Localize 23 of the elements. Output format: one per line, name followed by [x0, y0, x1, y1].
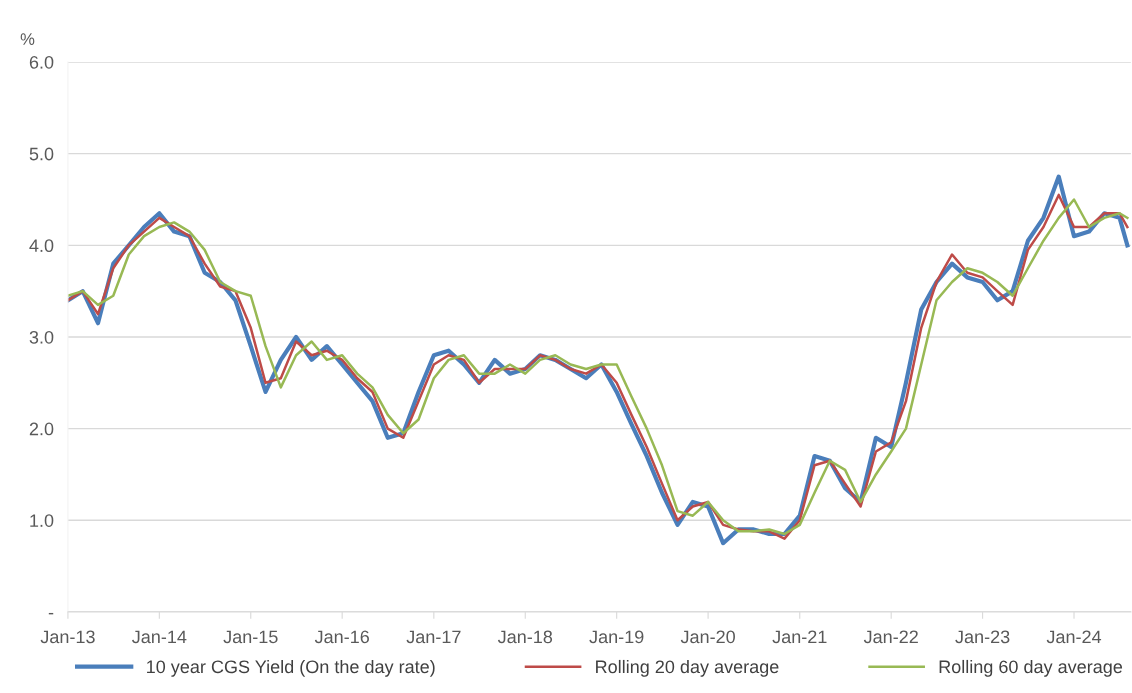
- y-tick-label: 1.0: [30, 514, 54, 527]
- y-tick-label: 2.0: [29, 422, 54, 436]
- x-tick-label: Jan-22: [863, 630, 918, 644]
- x-tick-label: Jan-16: [314, 630, 369, 644]
- y-tick-label: 4.0: [29, 239, 54, 253]
- x-tick-label: Jan-23: [955, 630, 1010, 644]
- x-tick-label: Jan-20: [680, 630, 735, 644]
- x-tick-label: Jan-14: [132, 630, 187, 644]
- y-axis-title: %: [20, 33, 35, 45]
- legend-label: Rolling 60 day average: [939, 659, 1123, 677]
- x-tick-label: Jan-18: [497, 630, 553, 644]
- x-tick-label: Jan-24: [1046, 630, 1102, 644]
- y-tick-label: 5.0: [29, 147, 54, 161]
- y-tick-label: 3.0: [29, 330, 54, 344]
- legend-label: 10 year CGS Yield (On the day rate): [147, 659, 435, 677]
- x-tick-label: Jan-15: [223, 630, 278, 644]
- y-tick-label: 6.0: [29, 55, 54, 69]
- legend-label: Rolling 20 day average: [596, 659, 779, 677]
- x-tick-label: Jan-13: [40, 630, 95, 644]
- x-tick-label: Jan-17: [406, 630, 461, 644]
- x-tick-label: Jan-21: [772, 630, 827, 644]
- y-tick-label: -: [48, 612, 54, 615]
- x-tick-label: Jan-19: [589, 630, 644, 644]
